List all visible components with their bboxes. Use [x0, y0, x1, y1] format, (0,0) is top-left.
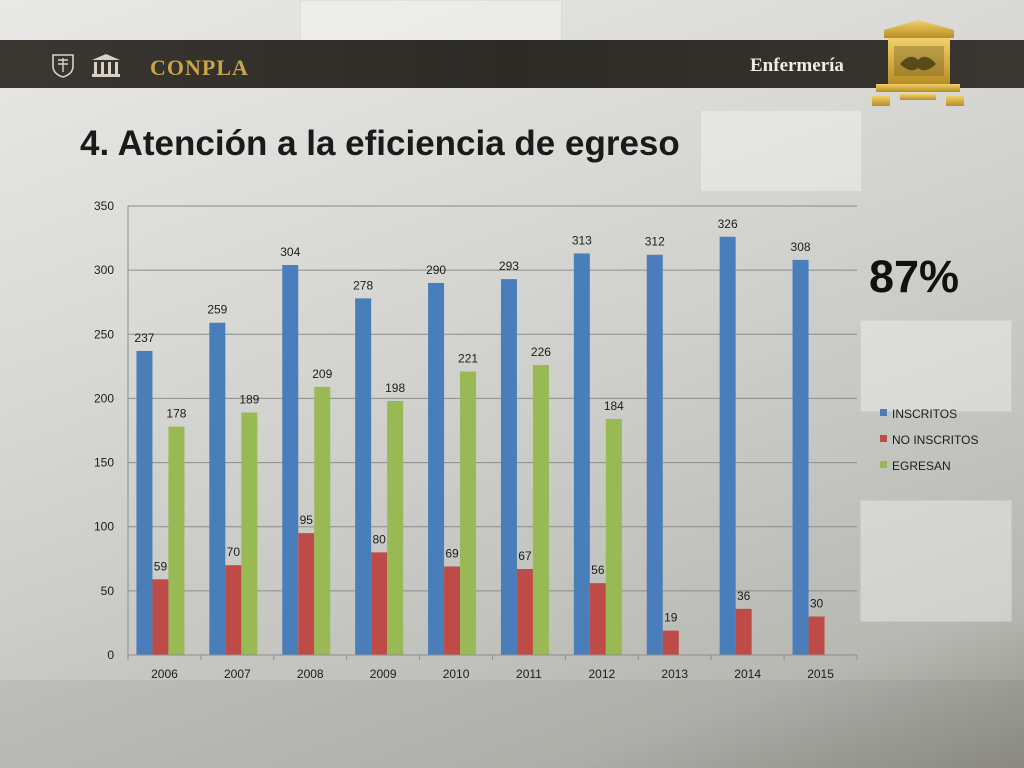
data-label: 69 [445, 546, 459, 560]
y-tick-label: 50 [101, 584, 115, 598]
bar-no-inscritos [735, 608, 752, 655]
bar-egresan [314, 386, 331, 655]
bar-egresan [532, 365, 549, 655]
data-label: 56 [591, 563, 605, 577]
bar-egresan [460, 371, 477, 655]
background-texture [700, 110, 862, 192]
legend-swatch [880, 461, 887, 468]
enfermeria-brand: Enfermería [750, 55, 844, 76]
bar-no-inscritos [371, 552, 388, 655]
data-label: 189 [239, 393, 259, 407]
data-labels: 237 59 178 259 70 189 304 95 209 278 80 198 290 69 221… [134, 217, 823, 625]
data-label: 221 [458, 351, 478, 365]
bar-no-inscritos [808, 616, 825, 655]
data-label: 80 [372, 532, 386, 546]
building-icon [92, 54, 120, 77]
y-tick-label: 150 [94, 456, 114, 470]
y-tick-label: 300 [94, 263, 114, 277]
x-tick-label: 2007 [224, 667, 251, 681]
data-label: 59 [154, 559, 168, 573]
bar-inscritos [719, 236, 736, 655]
legend-label: NO INSCRITOS [892, 433, 978, 447]
data-label: 226 [531, 345, 551, 359]
data-label: 36 [737, 589, 751, 603]
data-label: 198 [385, 381, 405, 395]
data-label: 259 [207, 303, 227, 317]
bar-no-inscritos [444, 566, 461, 655]
x-tick-label: 2013 [661, 667, 688, 681]
bar-inscritos [792, 259, 809, 655]
bars [136, 236, 825, 656]
legend-label: INSCRITOS [892, 407, 957, 421]
x-tick-label: 2006 [151, 667, 178, 681]
axes: 0 50 100 150 200 250 300 350 2006 2007 2008 2009 201… [94, 199, 858, 681]
x-tick-label: 2008 [297, 667, 324, 681]
x-tick-label: 2015 [807, 667, 834, 681]
bar-no-inscritos [662, 630, 679, 655]
legend: INSCRITOS NO INSCRITOS EGRESAN [880, 407, 978, 473]
bar-inscritos [136, 350, 153, 655]
bar-inscritos [646, 254, 663, 655]
bar-no-inscritos [589, 583, 606, 655]
data-label: 19 [664, 611, 678, 625]
data-label: 30 [810, 597, 824, 611]
data-label: 290 [426, 263, 446, 277]
bar-no-inscritos [152, 579, 169, 655]
data-label: 326 [718, 217, 738, 231]
bar-inscritos [573, 253, 590, 656]
bar-egresan [241, 412, 258, 655]
bar-egresan [387, 400, 404, 655]
bar-inscritos [282, 265, 299, 655]
data-label: 67 [518, 549, 532, 563]
data-label: 313 [572, 233, 592, 247]
y-tick-label: 0 [107, 648, 114, 662]
data-label: 312 [645, 235, 665, 249]
data-label: 184 [604, 399, 624, 413]
legend-label: EGRESAN [892, 459, 951, 473]
bar-no-inscritos [298, 533, 315, 655]
y-tick-label: 100 [94, 520, 114, 534]
page-title: 4. Atención a la eficiencia de egreso [80, 124, 680, 163]
bar-inscritos [209, 322, 226, 655]
university-shield-icon [52, 54, 74, 78]
data-label: 209 [312, 367, 332, 381]
x-tick-label: 2014 [734, 667, 761, 681]
bar-egresan [168, 426, 185, 655]
data-label: 278 [353, 278, 373, 292]
y-tick-label: 250 [94, 327, 114, 341]
bar-inscritos [355, 298, 372, 655]
data-label: 95 [300, 513, 314, 527]
background-texture [860, 500, 1012, 622]
data-label: 304 [280, 245, 300, 259]
data-label: 237 [134, 331, 154, 345]
bar-no-inscritos [516, 569, 533, 655]
x-tick-label: 2009 [370, 667, 397, 681]
x-tick-label: 2010 [443, 667, 470, 681]
bar-egresan [605, 418, 622, 655]
x-tick-label: 2011 [516, 667, 542, 681]
conpla-brand: CONPLA [150, 55, 249, 80]
data-label: 178 [166, 407, 186, 421]
efficiency-percentage: 87% [869, 251, 960, 302]
header-band [0, 40, 1024, 88]
background-texture [300, 0, 562, 42]
background-texture [860, 320, 1012, 412]
faculty-logo [872, 20, 964, 106]
data-label: 293 [499, 259, 519, 273]
background-texture [0, 680, 1024, 768]
x-tick-label: 2012 [588, 667, 615, 681]
data-label: 308 [791, 240, 811, 254]
y-tick-label: 200 [94, 391, 114, 405]
legend-swatch [880, 409, 887, 416]
y-tick-label: 350 [94, 199, 114, 213]
data-label: 70 [227, 545, 241, 559]
bar-inscritos [428, 282, 445, 655]
legend-swatch [880, 435, 887, 442]
bar-inscritos [500, 279, 517, 655]
bar-no-inscritos [225, 565, 242, 655]
